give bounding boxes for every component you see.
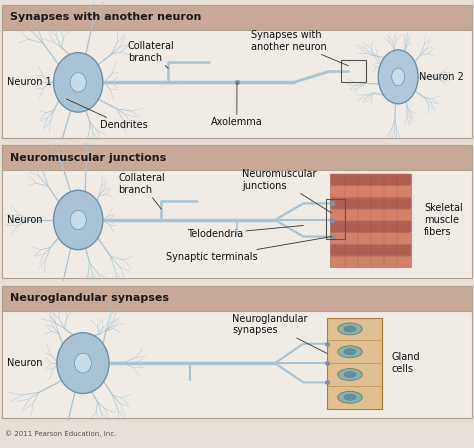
Text: Neuron 2: Neuron 2 (419, 72, 464, 82)
Bar (2, 286, 472, 310)
Ellipse shape (337, 392, 362, 403)
Bar (327, 318, 382, 409)
Text: Neuromuscular
junctions: Neuromuscular junctions (242, 169, 332, 213)
FancyBboxPatch shape (330, 209, 411, 221)
Ellipse shape (74, 353, 91, 373)
Ellipse shape (344, 394, 356, 400)
FancyBboxPatch shape (330, 186, 411, 197)
FancyBboxPatch shape (330, 233, 411, 244)
FancyBboxPatch shape (330, 245, 411, 256)
Bar (2, 145, 472, 170)
Text: Axolemma: Axolemma (211, 82, 263, 127)
Text: Neuron: Neuron (7, 215, 43, 225)
Text: Neuroglandular
synapses: Neuroglandular synapses (232, 314, 327, 353)
Text: Dendrites: Dendrites (66, 99, 147, 130)
Bar (326, 199, 345, 239)
Ellipse shape (392, 68, 405, 86)
FancyBboxPatch shape (330, 221, 411, 233)
Text: Collateral
branch: Collateral branch (118, 173, 165, 209)
Text: Gland
cells: Gland cells (391, 352, 419, 374)
Ellipse shape (337, 346, 362, 358)
Ellipse shape (337, 323, 362, 335)
Ellipse shape (70, 210, 86, 230)
Text: Neuromuscular junctions: Neuromuscular junctions (10, 152, 167, 163)
Text: Neuron: Neuron (7, 358, 43, 368)
Text: Synapses with another neuron: Synapses with another neuron (10, 12, 202, 22)
Ellipse shape (57, 333, 109, 393)
Ellipse shape (54, 53, 103, 112)
Text: Collateral
branch: Collateral branch (128, 41, 175, 69)
Text: © 2011 Pearson Education, Inc.: © 2011 Pearson Education, Inc. (5, 430, 116, 436)
Text: Neuroglandular synapses: Neuroglandular synapses (10, 293, 169, 303)
Ellipse shape (344, 326, 356, 332)
Ellipse shape (54, 190, 103, 250)
Bar (341, 60, 366, 82)
Text: Skeletal
muscle
fibers: Skeletal muscle fibers (424, 203, 463, 237)
Ellipse shape (344, 371, 356, 378)
Ellipse shape (344, 349, 356, 355)
FancyBboxPatch shape (330, 256, 411, 267)
Text: Synaptic terminals: Synaptic terminals (166, 237, 332, 262)
Text: Synapses with
another neuron: Synapses with another neuron (251, 30, 348, 66)
FancyBboxPatch shape (330, 198, 411, 209)
Ellipse shape (70, 73, 86, 92)
FancyBboxPatch shape (330, 174, 411, 185)
Text: Telodendria: Telodendria (187, 225, 303, 239)
Ellipse shape (378, 50, 418, 104)
Text: The types of synapses: The types of synapses (5, 6, 172, 19)
Bar (2, 5, 472, 30)
Ellipse shape (337, 369, 362, 380)
Text: Neuron 1: Neuron 1 (7, 78, 52, 87)
